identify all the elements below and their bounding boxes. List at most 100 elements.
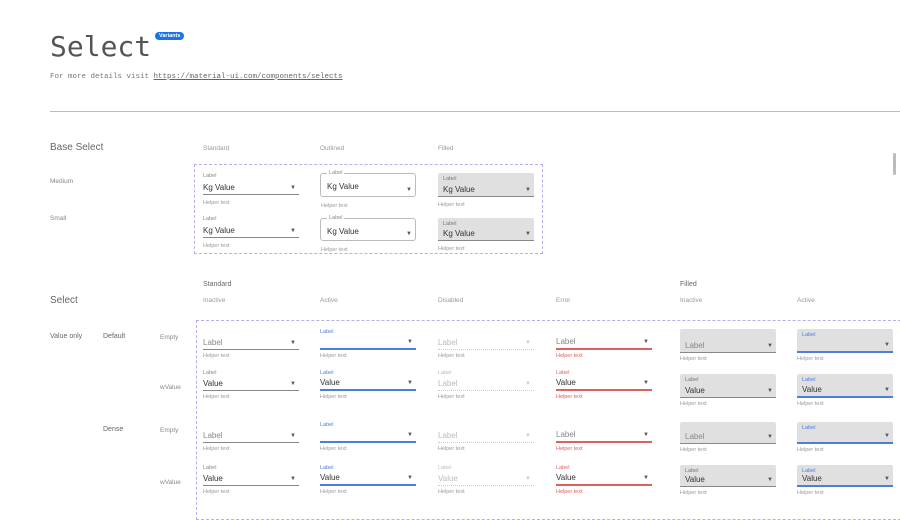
field-value: Label bbox=[556, 337, 576, 346]
select-fil-inactive[interactable]: Label Value ▼ Helper text bbox=[680, 374, 776, 407]
helper-text: Helper text bbox=[680, 447, 707, 453]
field-value: Kg Value bbox=[327, 227, 359, 236]
dropdown-arrow-icon: ▼ bbox=[884, 433, 890, 439]
helper-text: Helper text bbox=[203, 200, 230, 206]
field-label: Label bbox=[203, 173, 217, 179]
dropdown-arrow-icon: ▼ bbox=[290, 381, 296, 387]
helper-text: Helper text bbox=[797, 447, 824, 453]
dropdown-arrow-icon: ▼ bbox=[767, 434, 773, 440]
helper-text: Helper text bbox=[203, 353, 230, 359]
select-states-frame bbox=[196, 320, 900, 520]
select-std-inactive[interactable]: Label ▼ Helper text bbox=[203, 422, 299, 452]
select-std-error[interactable]: Label Value ▼ Helper text bbox=[556, 465, 652, 495]
select-std-inactive[interactable]: Label Value ▼ Helper text bbox=[203, 465, 299, 495]
base-select-out[interactable]: Label Kg Value ▼ Helper text bbox=[320, 215, 416, 253]
select-fil-active[interactable]: Label Value ▼ Helper text bbox=[797, 374, 893, 407]
kind-empty: Empty bbox=[160, 427, 179, 434]
field-value: Value bbox=[802, 385, 822, 394]
select-std-inactive[interactable]: Label ▼ Helper text bbox=[203, 329, 299, 359]
kind-empty: Empty bbox=[160, 334, 179, 341]
select-std-active[interactable]: Label ▼ Helper text bbox=[320, 422, 416, 452]
helper-text: Helper text bbox=[203, 243, 230, 249]
select-fil-active[interactable]: Label ▼ Helper text bbox=[797, 422, 893, 453]
field-value: Label bbox=[203, 338, 223, 347]
dropdown-arrow-icon: ▼ bbox=[767, 343, 773, 349]
select-fil-inactive[interactable]: Label ▼ Helper text bbox=[680, 422, 776, 453]
select-std-disabled: Label ▼ Helper text bbox=[438, 329, 534, 359]
category-value-only: Value only bbox=[50, 333, 83, 340]
helper-text: Helper text bbox=[438, 246, 465, 252]
dropdown-arrow-icon: ▼ bbox=[884, 387, 890, 393]
field-label: Label bbox=[320, 465, 334, 471]
field-label: Label bbox=[802, 468, 816, 474]
base-select-std[interactable]: Label Kg Value ▼ Helper text bbox=[203, 216, 299, 249]
base-select-std[interactable]: Label Kg Value ▼ Helper text bbox=[203, 173, 299, 206]
field-value: Value bbox=[556, 473, 576, 482]
select-fil-active[interactable]: Label ▼ Helper text bbox=[797, 329, 893, 362]
dropdown-arrow-icon: ▼ bbox=[643, 380, 649, 386]
dropdown-arrow-icon: ▼ bbox=[525, 433, 531, 439]
helper-text: Helper text bbox=[556, 489, 583, 495]
dropdown-arrow-icon: ▼ bbox=[407, 475, 413, 481]
helper-text: Helper text bbox=[556, 446, 583, 452]
select-std-active[interactable]: Label Value ▼ Helper text bbox=[320, 370, 416, 400]
field-label: Label bbox=[556, 465, 570, 471]
variant-default: Default bbox=[103, 333, 126, 340]
group-standard: Standard bbox=[203, 281, 232, 288]
select-fil-inactive[interactable]: Label Value ▼ Helper text bbox=[680, 465, 776, 496]
field-value: Label bbox=[685, 432, 705, 441]
row-small: Small bbox=[50, 215, 67, 222]
field-label: Label bbox=[203, 465, 217, 471]
field-value: Kg Value bbox=[203, 183, 235, 192]
field-label: Label bbox=[327, 215, 345, 221]
field-label: Label bbox=[203, 216, 217, 222]
field-value: Kg Value bbox=[203, 226, 235, 235]
helper-text: Helper text bbox=[438, 394, 465, 400]
base-select-out[interactable]: Label Kg Value ▼ Helper text bbox=[320, 170, 416, 209]
scrollbar-thumb[interactable] bbox=[893, 153, 896, 175]
select-std-inactive[interactable]: Label Value ▼ Helper text bbox=[203, 370, 299, 400]
field-label: Label bbox=[802, 377, 816, 383]
select-std-error[interactable]: Label ▼ Helper text bbox=[556, 422, 652, 452]
base-select-fil[interactable]: Label Kg Value ▼ Helper text bbox=[438, 218, 534, 252]
dropdown-arrow-icon: ▼ bbox=[525, 187, 531, 193]
dropdown-arrow-icon: ▼ bbox=[290, 340, 296, 346]
field-label: Label bbox=[685, 468, 699, 474]
page-title: Select bbox=[50, 30, 152, 63]
select-fil-active[interactable]: Label Value ▼ Helper text bbox=[797, 465, 893, 496]
field-label: Label bbox=[685, 377, 699, 383]
dropdown-arrow-icon: ▼ bbox=[643, 339, 649, 345]
intro-label: For more details visit bbox=[50, 73, 154, 81]
col-std-error: Error bbox=[556, 297, 571, 304]
row-medium: Medium bbox=[50, 178, 74, 185]
select-std-disabled: Label Label ▼ Helper text bbox=[438, 370, 534, 400]
select-std-error[interactable]: Label Value ▼ Helper text bbox=[556, 370, 652, 400]
select-std-active[interactable]: Label ▼ Helper text bbox=[320, 329, 416, 359]
helper-text: Helper text bbox=[680, 401, 707, 407]
field-label: Label bbox=[320, 329, 334, 335]
dropdown-arrow-icon: ▼ bbox=[525, 381, 531, 387]
field-value: Value bbox=[685, 386, 705, 395]
helper-text: Helper text bbox=[320, 446, 347, 452]
field-value: Kg Value bbox=[443, 229, 475, 238]
docs-link[interactable]: https://material-ui.com/components/selec… bbox=[153, 73, 343, 81]
col-outlined: Outlined bbox=[320, 145, 345, 152]
select-std-error[interactable]: Label ▼ Helper text bbox=[556, 329, 652, 359]
col-std-active: Active bbox=[320, 297, 338, 304]
select-title: Select bbox=[50, 295, 78, 306]
helper-text: Helper text bbox=[321, 247, 348, 253]
select-std-active[interactable]: Label Value ▼ Helper text bbox=[320, 465, 416, 495]
select-fil-inactive[interactable]: Label ▼ Helper text bbox=[680, 329, 776, 362]
variant-dense: Dense bbox=[103, 426, 124, 433]
field-label: Label bbox=[802, 332, 816, 338]
helper-text: Helper text bbox=[203, 446, 230, 452]
field-value: Value bbox=[320, 473, 340, 482]
field-label: Label bbox=[320, 422, 334, 428]
helper-text: Helper text bbox=[680, 490, 707, 496]
dropdown-arrow-icon: ▼ bbox=[767, 477, 773, 483]
helper-text: Helper text bbox=[680, 356, 707, 362]
helper-text: Helper text bbox=[556, 353, 583, 359]
helper-text: Helper text bbox=[320, 353, 347, 359]
base-select-fil[interactable]: Label Kg Value ▼ Helper text bbox=[438, 173, 534, 208]
helper-text: Helper text bbox=[320, 394, 347, 400]
